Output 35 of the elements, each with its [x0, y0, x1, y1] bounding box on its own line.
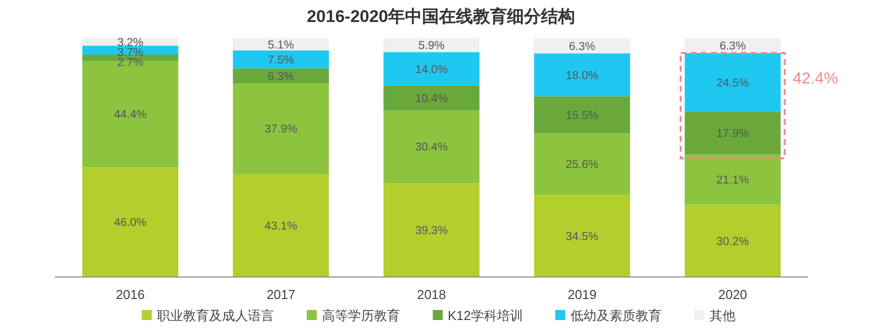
data-label: 14.0% [415, 64, 448, 76]
data-label: 6.3% [720, 40, 746, 53]
data-label: 18.0% [566, 70, 598, 82]
x-tick-label: 2016 [116, 287, 145, 302]
x-tick-label: 2017 [266, 287, 296, 302]
data-label: 37.9% [264, 124, 298, 136]
legend-label: K12学科培训 [448, 308, 523, 323]
data-label: 30.2% [716, 236, 750, 248]
data-label: 15.5% [566, 110, 598, 122]
data-label: 6.3% [268, 70, 294, 83]
legend-label: 其他 [709, 308, 736, 323]
data-label: 39.3% [415, 225, 448, 238]
data-label: 17.9% [716, 128, 750, 140]
chart-title: 2016-2020年中国在线教育细分结构 [306, 6, 576, 26]
data-label: 43.1% [264, 220, 298, 232]
data-label: 25.6% [566, 158, 598, 171]
data-label: 30.4% [415, 142, 448, 154]
data-label: 10.4% [415, 92, 448, 105]
x-tick-label: 2018 [417, 287, 446, 302]
data-label: 44.4% [114, 109, 147, 121]
legend-label: 高等学历教育 [322, 308, 400, 323]
data-label: 34.5% [566, 230, 598, 243]
data-label: 5.1% [268, 39, 294, 52]
x-tick-label: 2020 [718, 287, 748, 302]
data-label: 6.3% [568, 40, 596, 53]
legend-label: 低幼及素质教育 [570, 308, 662, 323]
data-label: 21.1% [716, 174, 750, 187]
annotation: 42.4% [792, 70, 838, 88]
data-label: 24.5% [716, 77, 750, 90]
x-tick-label: 2019 [568, 287, 597, 302]
data-label: 46.0% [114, 217, 147, 230]
data-label: 2.7% [117, 56, 144, 69]
legend-label: 职业教育及成人语言 [156, 308, 274, 323]
data-label: 5.9% [418, 40, 445, 52]
data-label: 7.5% [268, 54, 294, 66]
